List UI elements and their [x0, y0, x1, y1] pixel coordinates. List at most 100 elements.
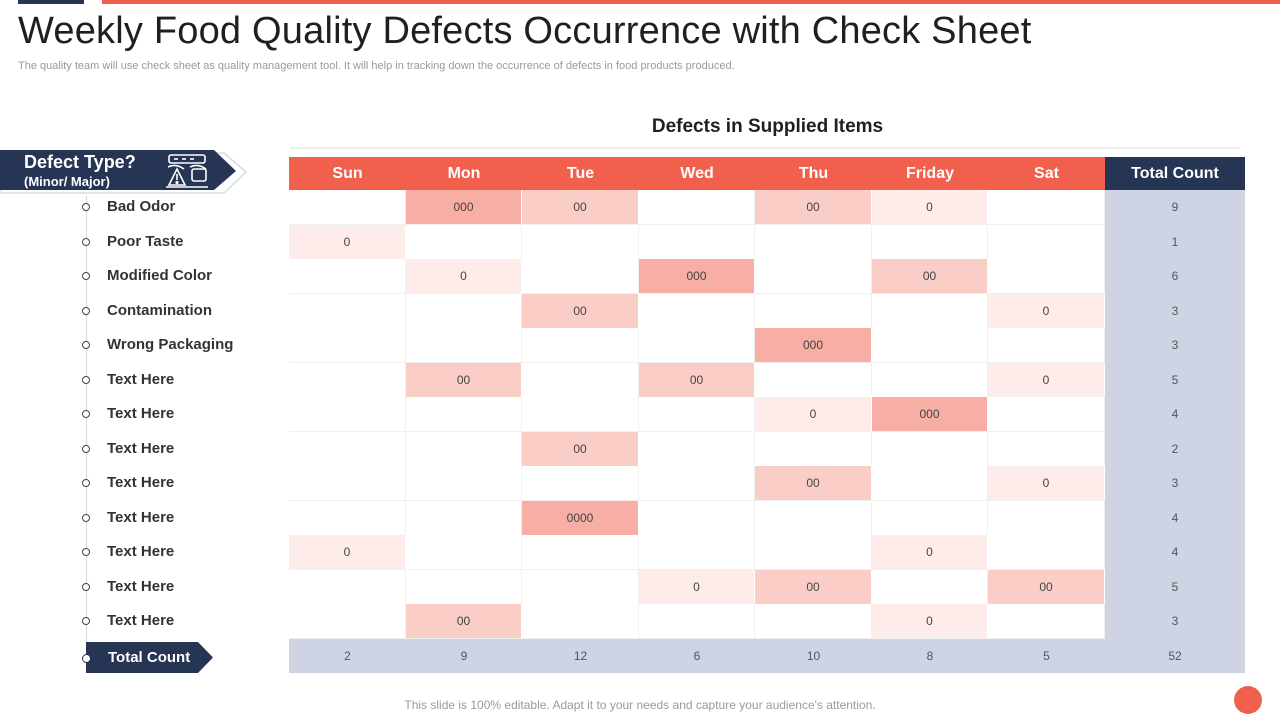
tally-cell: 0 [406, 259, 522, 294]
tally-cell [639, 190, 755, 225]
grand-total-cell: 52 [1105, 639, 1245, 673]
tally-cell: 000 [872, 397, 988, 432]
tally-cell [522, 225, 639, 260]
row-bullet-dot [82, 307, 90, 315]
row-total-cell: 4 [1105, 397, 1245, 432]
total-count-dot [82, 654, 91, 663]
tally-cell: 0 [988, 363, 1105, 398]
row-bullet-dot [82, 479, 90, 487]
tally-cell: 0 [872, 535, 988, 570]
column-total-cell: 2 [289, 639, 406, 673]
tally-cell [406, 294, 522, 329]
row-total-cell: 5 [1105, 363, 1245, 397]
tally-cell [639, 501, 755, 536]
tally-cell [406, 501, 522, 536]
tally-cell [522, 466, 639, 501]
row-total-cell: 3 [1105, 328, 1245, 363]
tally-cell: 000 [755, 328, 872, 363]
tally-cell [872, 432, 988, 467]
row-bullet-dot [82, 514, 90, 522]
row-bullet-dot [82, 341, 90, 349]
defect-row-label: Text Here [107, 440, 175, 457]
tally-cell [872, 294, 988, 329]
tally-cell [289, 328, 406, 363]
row-bullet-dot [82, 617, 90, 625]
column-header-sun: Sun [289, 157, 406, 190]
top-accent-bar-red [102, 0, 1280, 4]
tally-cell: 00 [755, 570, 872, 605]
tally-cell [988, 535, 1105, 570]
tally-cell [522, 397, 639, 432]
tally-cell [988, 328, 1105, 363]
column-total-cell: 5 [988, 639, 1105, 673]
row-total-cell: 4 [1105, 501, 1245, 535]
row-bullet-dot [82, 272, 90, 280]
tally-cell [639, 328, 755, 363]
tally-cell: 0 [289, 225, 406, 260]
tally-cell [289, 570, 406, 605]
tally-cell: 000 [406, 190, 522, 225]
column-header-mon: Mon [406, 157, 522, 190]
defect-header-main-label: Defect Type? [24, 152, 136, 172]
row-bullet-dot [82, 548, 90, 556]
row-total-cell: 2 [1105, 432, 1245, 466]
tally-cell [522, 328, 639, 363]
page-title: Weekly Food Quality Defects Occurrence w… [18, 10, 1032, 52]
tally-cell [639, 432, 755, 467]
row-bullet-dot [82, 410, 90, 418]
table-title: Defects in Supplied Items [651, 116, 884, 137]
row-total-cell: 4 [1105, 535, 1245, 570]
tally-cell [755, 294, 872, 329]
footer-note: This slide is 100% editable. Adapt it to… [404, 698, 876, 712]
column-total-cell: 10 [755, 639, 872, 673]
tally-cell [406, 570, 522, 605]
tally-cell [988, 501, 1105, 536]
row-total-cell: 5 [1105, 570, 1245, 604]
defect-row-label: Text Here [107, 371, 175, 388]
row-bullet-dot [82, 445, 90, 453]
tally-cell: 0 [988, 294, 1105, 329]
tally-cell: 00 [522, 294, 639, 329]
top-accent-bar-navy [18, 0, 84, 4]
row-bullet-dot [82, 583, 90, 591]
tally-cell [289, 397, 406, 432]
tally-cell [872, 501, 988, 536]
tally-cell: 00 [755, 466, 872, 501]
tally-cell [406, 535, 522, 570]
tally-cell [522, 363, 639, 398]
tally-cell [406, 397, 522, 432]
total-count-label-shape [86, 642, 214, 673]
tally-cell [639, 535, 755, 570]
tally-cell: 0 [755, 397, 872, 432]
column-total-cell: 12 [522, 639, 639, 673]
defect-row-label: Wrong Packaging [107, 336, 234, 353]
row-total-cell: 9 [1105, 190, 1245, 225]
tally-cell: 00 [406, 604, 522, 639]
tally-cell [289, 363, 406, 398]
column-header-wed: Wed [639, 157, 755, 190]
tally-cell [639, 397, 755, 432]
accent-dot [1234, 686, 1262, 714]
tally-cell: 00 [755, 190, 872, 225]
tally-cell [289, 432, 406, 467]
tally-cell [755, 363, 872, 398]
tally-cell: 00 [988, 570, 1105, 605]
tally-cell [289, 466, 406, 501]
tally-cell [755, 432, 872, 467]
tally-cell: 0 [639, 570, 755, 605]
tally-cell [522, 570, 639, 605]
tally-cell: 00 [872, 259, 988, 294]
column-total-cell: 9 [406, 639, 522, 673]
defect-row-label: Text Here [107, 578, 175, 595]
tally-cell [755, 535, 872, 570]
defect-header-sub-label: (Minor/ Major) [24, 174, 110, 189]
food-inspection-icon [164, 153, 210, 189]
row-connector-rail [86, 196, 87, 656]
tally-cell [755, 259, 872, 294]
tally-cell: 0000 [522, 501, 639, 536]
tally-cell [639, 294, 755, 329]
tally-cell [872, 363, 988, 398]
tally-cell [988, 432, 1105, 467]
tally-cell [289, 294, 406, 329]
column-header-tue: Tue [522, 157, 639, 190]
